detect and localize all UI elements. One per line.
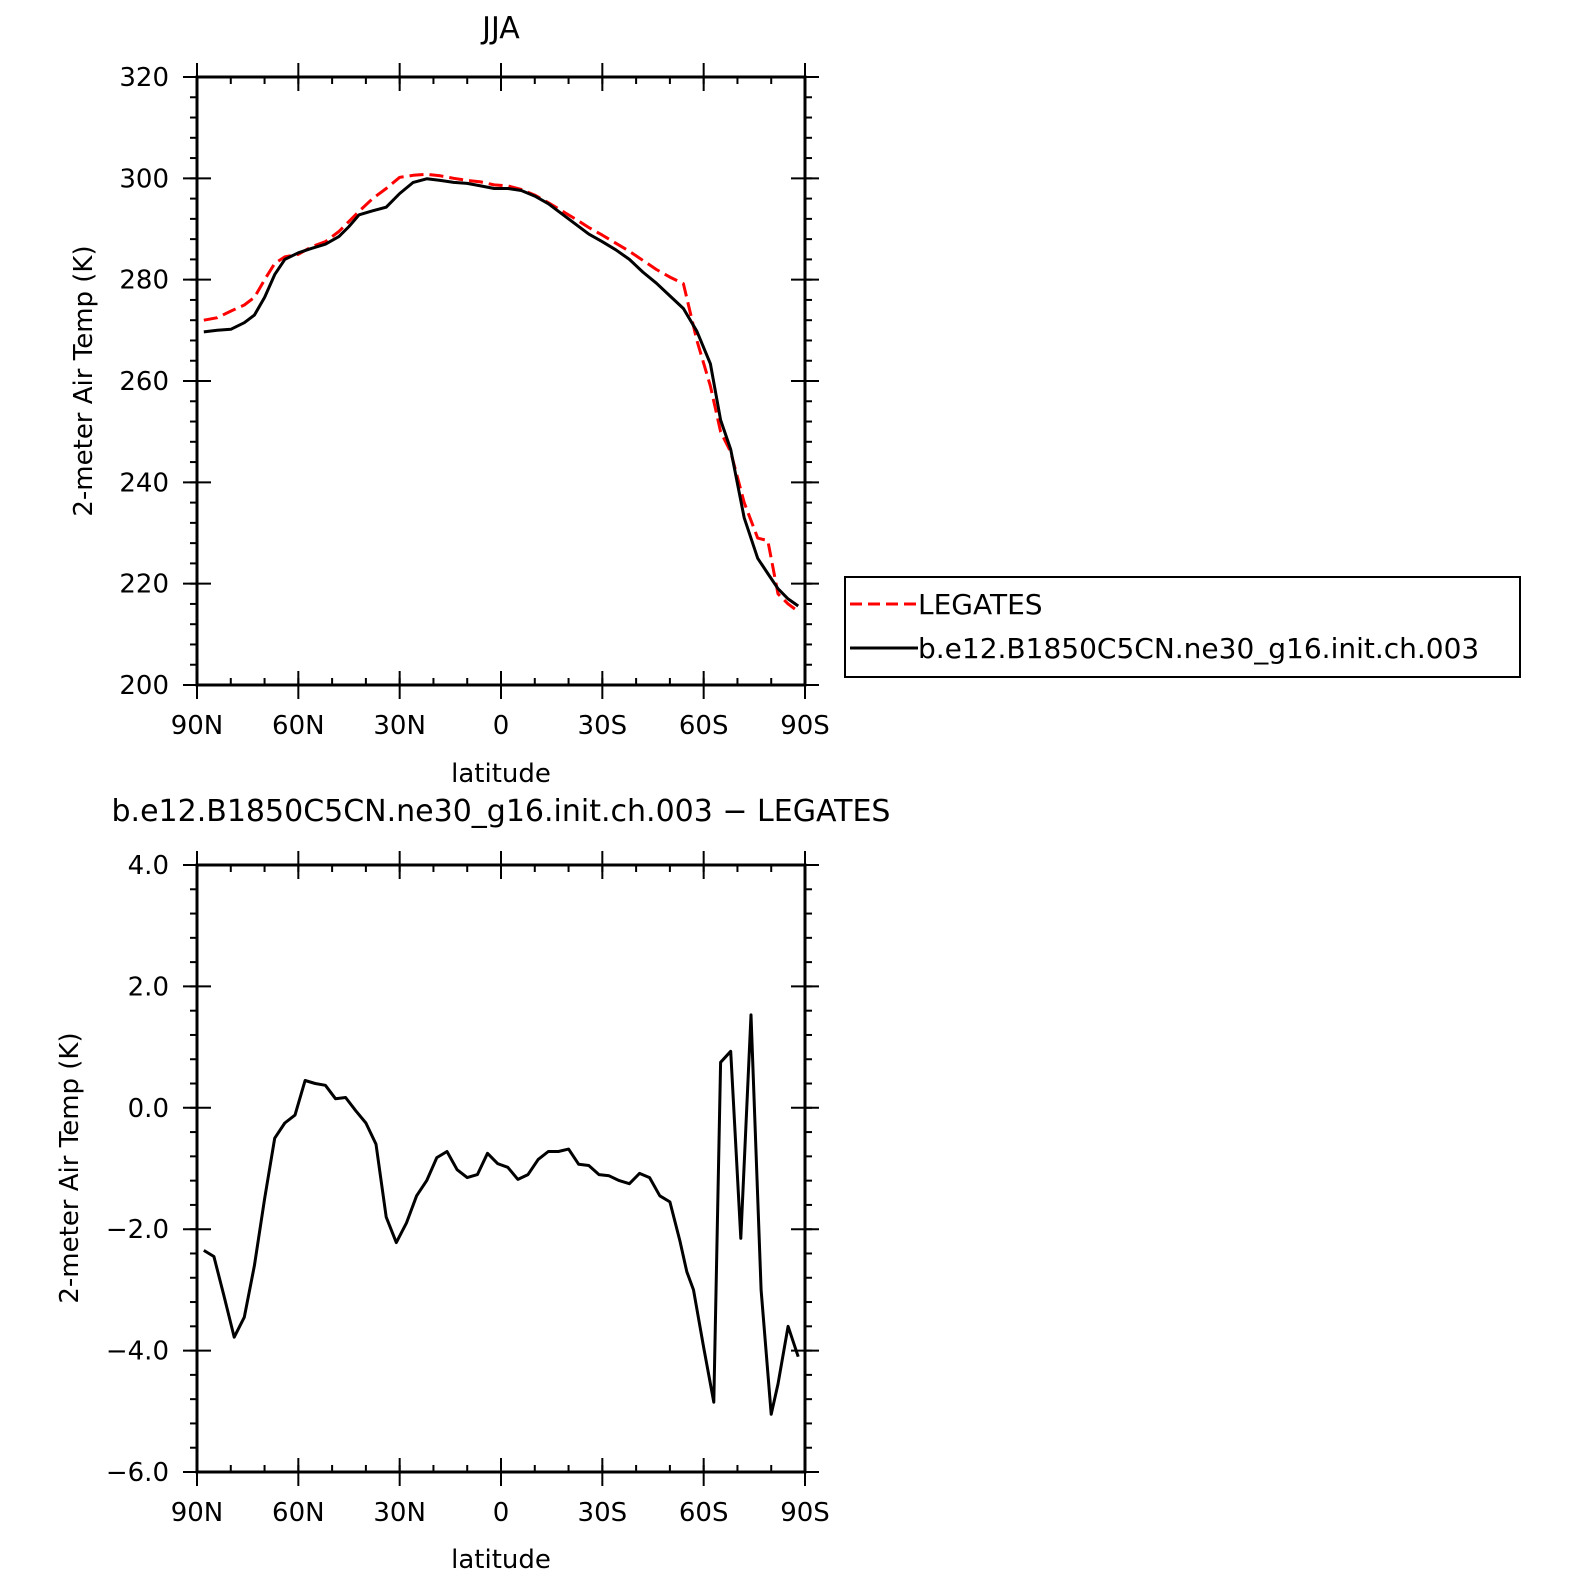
bottom-y-tick-label: 2.0 [128, 972, 169, 1002]
top-panel: JJA 90N 60N 30N 0 30S 60S 90S 200 220 240 260 280 30… [69, 11, 830, 789]
bottom-x-tick-label: 30S [578, 1498, 628, 1528]
legend-label-model: b.e12.B1850C5CN.ne30_g16.init.ch.003 [918, 632, 1479, 665]
bottom-plot-frame [195, 863, 807, 1474]
top-y-tick-label: 280 [119, 266, 169, 296]
bottom-y-tick-label: 4.0 [128, 851, 169, 881]
bottom-x-tick-label: 60N [272, 1498, 325, 1528]
bottom-y-tick-label: −4.0 [106, 1337, 169, 1367]
top-x-tick-label: 90S [780, 711, 830, 741]
top-x-tick-label: 60S [679, 711, 729, 741]
bottom-chart-title: b.e12.B1850C5CN.ne30_g16.init.ch.003 − L… [112, 794, 891, 829]
bottom-y-tick-label: −6.0 [106, 1458, 169, 1488]
top-x-tick-label: 30N [373, 711, 426, 741]
legend: LEGATES b.e12.B1850C5CN.ne30_g16.init.ch… [844, 576, 1521, 678]
bottom-x-tick-label: 30N [373, 1498, 426, 1528]
top-x-tick-label: 30S [578, 711, 628, 741]
top-series-line-1 [203, 177, 800, 608]
top-x-tick-label: 0 [493, 711, 510, 741]
top-y-tick-label: 200 [119, 671, 169, 701]
bottom-x-axis-label: latitude [451, 1545, 551, 1575]
bottom-y-axis-label: 2-meter Air Temp (K) [55, 1032, 85, 1303]
top-x-tick-label: 60N [272, 711, 325, 741]
bottom-series-line-0 [203, 1013, 800, 1416]
legend-box [844, 576, 1521, 678]
top-y-tick-label: 260 [119, 367, 169, 397]
top-series-line-0 [203, 172, 800, 613]
bottom-y-tick-label: 0.0 [128, 1094, 169, 1124]
bottom-x-tick-label: 60S [679, 1498, 729, 1528]
bottom-y-tick-label: −2.0 [106, 1215, 169, 1245]
top-x-axis-label: latitude [451, 759, 551, 789]
top-y-tick-label: 240 [119, 468, 169, 498]
bottom-x-tick-label: 0 [493, 1498, 510, 1528]
bottom-x-tick-label: 90S [780, 1498, 830, 1528]
top-x-tick-label: 90N [171, 711, 224, 741]
top-y-tick-label: 220 [119, 570, 169, 600]
top-y-tick-label: 320 [119, 63, 169, 93]
bottom-panel: b.e12.B1850C5CN.ne30_g16.init.ch.003 − L… [55, 794, 890, 1575]
bottom-x-tick-label: 90N [171, 1498, 224, 1528]
top-plot-frame [195, 75, 807, 687]
top-y-tick-label: 300 [119, 164, 169, 194]
top-chart-title: JJA [480, 11, 520, 46]
top-y-axis-label: 2-meter Air Temp (K) [69, 245, 99, 516]
legend-label-legates: LEGATES [918, 588, 1043, 621]
